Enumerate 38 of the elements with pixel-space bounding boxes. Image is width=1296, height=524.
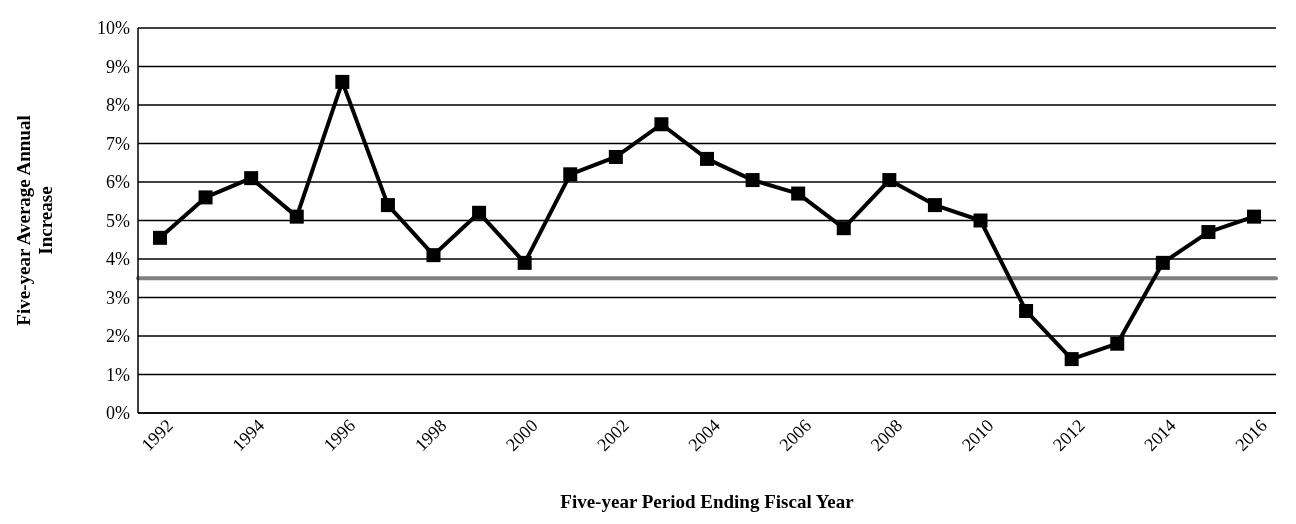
point <box>1247 209 1261 224</box>
y-tick-label: 8% <box>106 95 130 116</box>
y-tick-label: 6% <box>106 172 130 193</box>
point <box>1110 336 1125 351</box>
point <box>654 117 669 132</box>
point <box>517 255 532 270</box>
y-tick-label: 7% <box>106 133 130 154</box>
point <box>426 248 441 263</box>
y-tick-label: 1% <box>106 364 130 385</box>
point <box>335 74 350 89</box>
point <box>472 205 487 220</box>
y-tick-label: 3% <box>106 287 130 308</box>
point <box>244 171 259 186</box>
x-axis-title: Five-year Period Ending Fiscal Year <box>560 491 855 512</box>
point <box>1155 255 1170 270</box>
y-axis-title: Five-year Average Annual Increase <box>13 115 56 326</box>
point <box>153 230 167 245</box>
point <box>1201 225 1216 240</box>
point <box>1019 303 1034 318</box>
point <box>882 173 897 188</box>
point <box>973 213 988 228</box>
y-tick-label: 4% <box>106 249 130 270</box>
point <box>608 149 623 164</box>
point <box>791 186 806 201</box>
point <box>380 198 395 213</box>
point <box>563 167 578 182</box>
point <box>836 221 851 236</box>
point <box>745 173 760 188</box>
y-tick-label: 5% <box>106 210 130 231</box>
point <box>198 190 213 205</box>
point <box>289 209 304 224</box>
point <box>927 198 942 213</box>
point <box>700 151 714 166</box>
y-tick-label: 2% <box>106 326 130 347</box>
y-tick-label: 9% <box>106 56 130 77</box>
point <box>1064 352 1079 367</box>
y-tick-label: 10% <box>97 18 130 39</box>
y-tick-label: 0% <box>106 403 130 424</box>
